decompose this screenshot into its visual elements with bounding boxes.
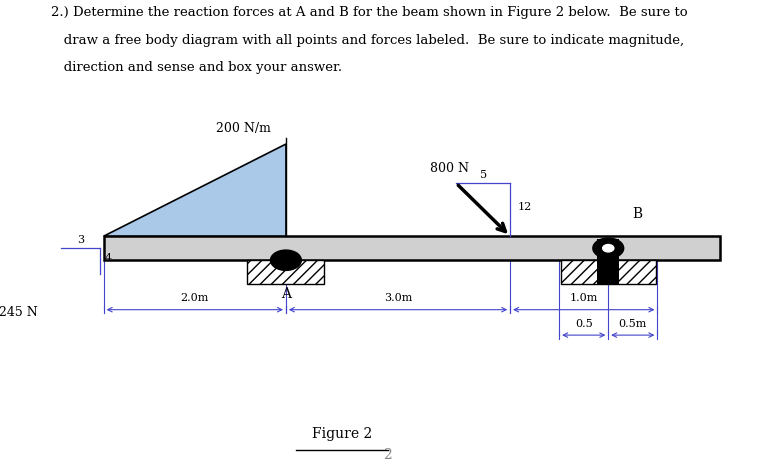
Bar (104, 236, 720, 260)
Text: 2: 2 (383, 448, 392, 462)
Text: Figure 2: Figure 2 (312, 427, 372, 441)
Text: 800 N: 800 N (430, 162, 468, 175)
Text: 245 N: 245 N (0, 306, 38, 319)
Text: 0.5m: 0.5m (619, 319, 647, 329)
Text: 4: 4 (105, 253, 112, 263)
Text: 0.5: 0.5 (575, 319, 593, 329)
Text: direction and sense and box your answer.: direction and sense and box your answer. (51, 61, 343, 74)
Text: 2.) Determine the reaction forces at A and B for the beam shown in Figure 2 belo: 2.) Determine the reaction forces at A a… (51, 6, 687, 19)
Text: 2.0m: 2.0m (181, 293, 209, 303)
Text: 1.0m: 1.0m (569, 293, 598, 303)
Text: 3.0m: 3.0m (384, 293, 412, 303)
Circle shape (603, 245, 614, 252)
Text: 12: 12 (517, 202, 532, 212)
Text: 3: 3 (77, 235, 84, 245)
Bar (561, 260, 655, 284)
Circle shape (593, 238, 624, 259)
Bar (247, 260, 325, 284)
Text: A: A (281, 287, 291, 301)
Text: draw a free body diagram with all points and forces labeled.  Be sure to indicat: draw a free body diagram with all points… (51, 34, 684, 47)
Bar (597, 239, 619, 284)
Text: B: B (633, 207, 643, 221)
Text: 200 N/m: 200 N/m (217, 122, 271, 135)
Text: 5: 5 (479, 170, 486, 180)
Polygon shape (104, 144, 286, 236)
Circle shape (271, 250, 301, 271)
